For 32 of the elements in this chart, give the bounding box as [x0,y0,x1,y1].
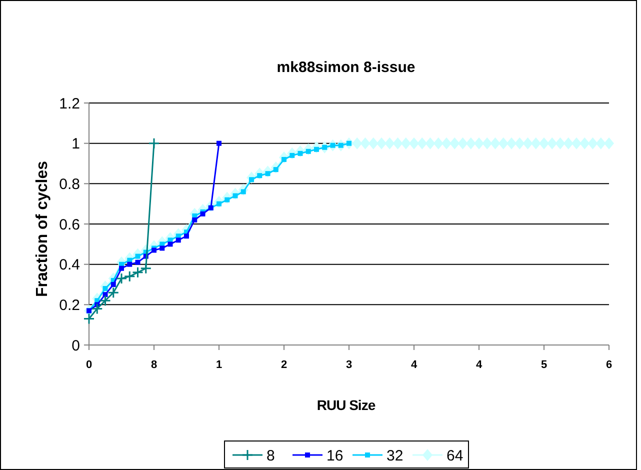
y-tick-label: 1.2 [59,95,80,112]
x-tick-label: 8 [150,359,158,371]
x-axis-title: RUU Size [316,397,376,413]
legend-label: 8 [266,447,275,464]
point [100,294,111,306]
x-tick-label: 4 [410,359,418,371]
chart-title: mk88simon 8-issue [276,59,416,76]
legend-label: 32 [386,447,404,464]
legend-label: 16 [326,447,344,464]
y-tick-label: 0.8 [59,176,80,193]
x-tick-label: 0 [86,359,92,371]
x-tick-label: 4 [476,359,483,371]
y-tick-label: 0.4 [59,256,80,274]
legend-label: 64 [446,447,464,464]
point [83,313,95,325]
point [116,272,128,284]
x-tick-label: 1 [216,359,222,371]
y-tick-label: 1 [72,136,80,153]
point [124,270,136,282]
point [148,138,160,150]
x-tick-label: 6 [606,359,612,371]
x-tick-label: 3 [346,359,352,371]
x-tick-label: 5 [540,359,548,371]
point [132,266,144,278]
y-tick-label: 0.6 [59,216,80,234]
y-tick-label: 0.2 [59,296,80,314]
x-tick-label: 2 [280,359,288,371]
point [140,262,152,274]
point [91,302,103,314]
y-tick-label: 0 [72,337,80,354]
y-axis-title: Fraction of cycles [34,160,51,298]
point [108,286,120,298]
